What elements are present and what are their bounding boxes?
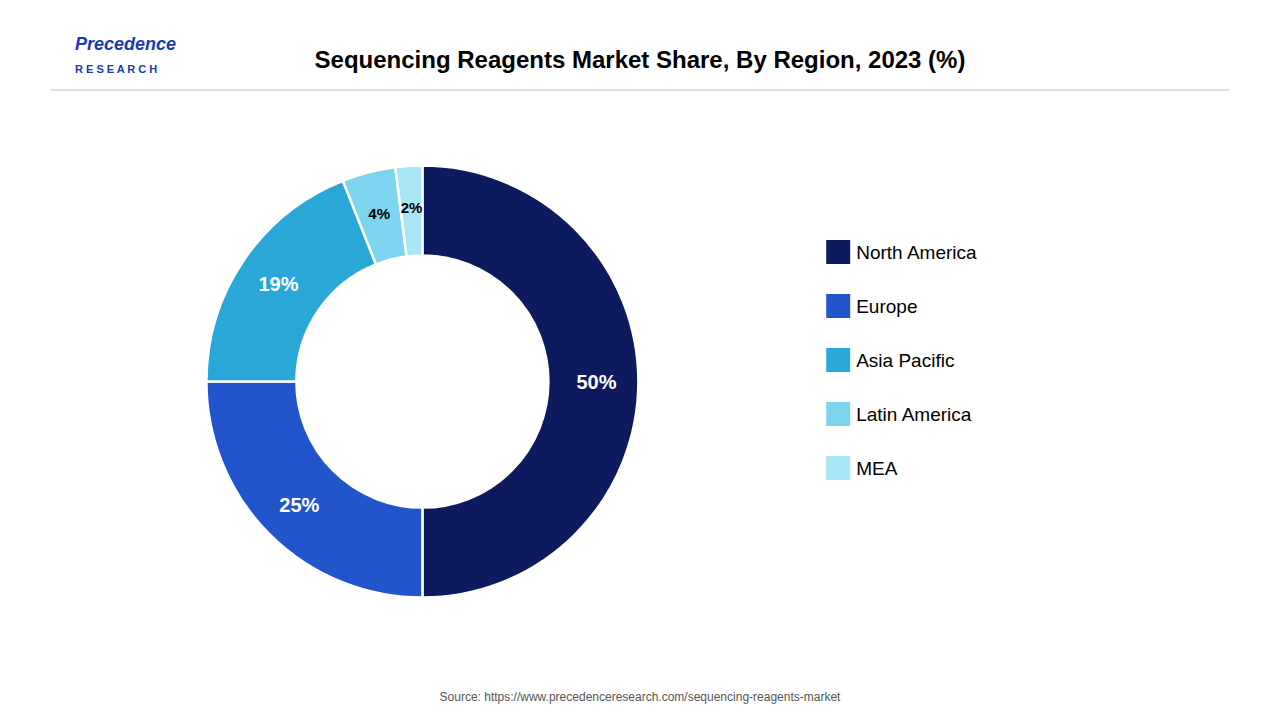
svg-text:19%: 19%	[258, 273, 298, 295]
svg-text:4%: 4%	[368, 205, 390, 222]
svg-text:MEA: MEA	[856, 458, 898, 479]
svg-text:25%: 25%	[279, 494, 319, 516]
svg-text:50%: 50%	[576, 371, 616, 393]
svg-text:Latin America: Latin America	[856, 404, 972, 425]
svg-text:Precedence: Precedence	[75, 34, 176, 54]
svg-text:Europe: Europe	[856, 296, 917, 317]
svg-text:Source: https://www.precedence: Source: https://www.precedenceresearch.c…	[440, 690, 842, 704]
svg-text:North America: North America	[856, 242, 977, 263]
svg-text:R E S E A R C H: R E S E A R C H	[75, 63, 157, 75]
svg-text:Asia Pacific: Asia Pacific	[856, 350, 954, 371]
svg-text:2%: 2%	[401, 199, 423, 216]
svg-text:Sequencing Reagents Market Sha: Sequencing Reagents Market Share, By Reg…	[315, 46, 966, 73]
